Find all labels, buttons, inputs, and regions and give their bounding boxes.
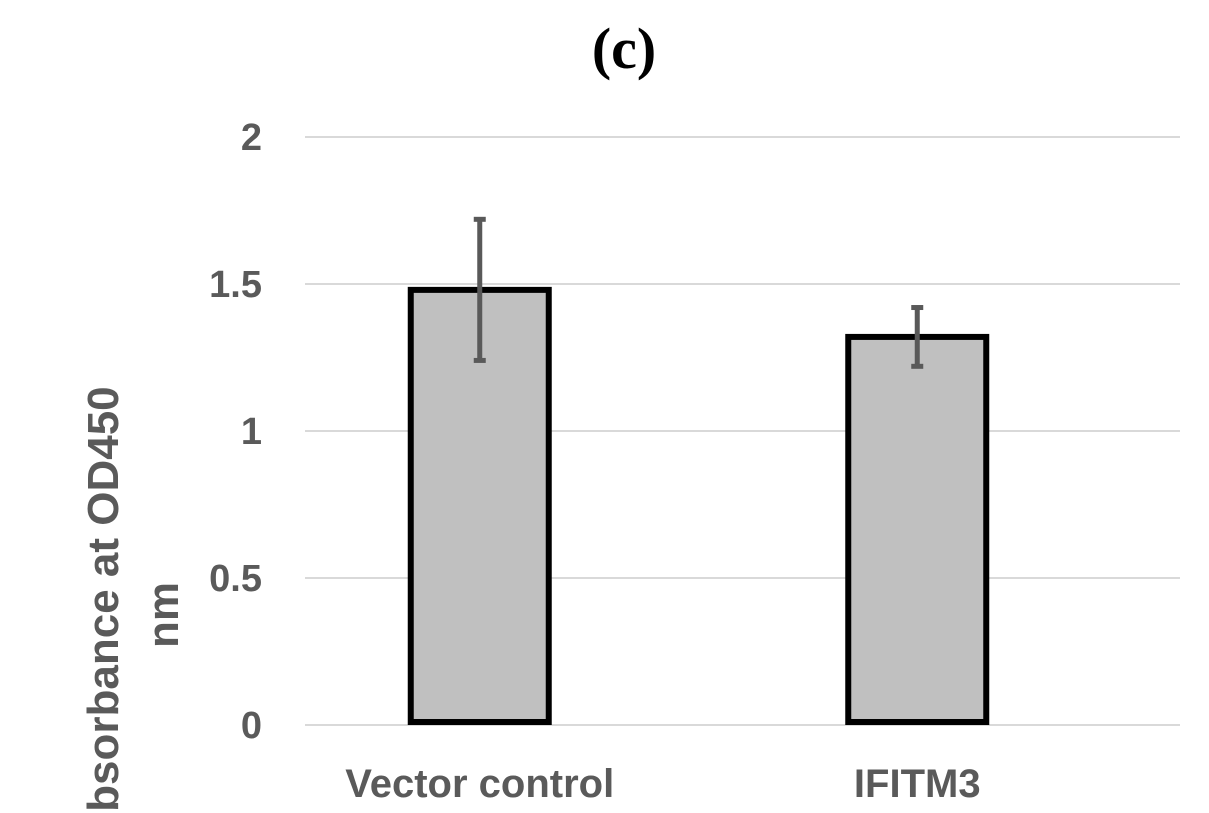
- y-axis-label: Absorbance at OD450 nm: [79, 386, 188, 813]
- y-tick-label-0: 0: [241, 705, 262, 747]
- y-tick-label-3: 1.5: [209, 264, 262, 306]
- error-bars: [473, 216, 924, 369]
- y-axis-label-line-1: Absorbance at OD450: [79, 386, 128, 813]
- y-axis-label-line-2: nm: [139, 582, 188, 648]
- y-tick-label-4: 2: [241, 117, 262, 159]
- category-label-0: Vector control: [345, 762, 614, 806]
- bar-1: [845, 333, 990, 725]
- panel-title: (c): [592, 16, 656, 81]
- category-labels: Vector control IFITM3: [345, 762, 980, 806]
- y-tick-label-1: 0.5: [209, 558, 262, 600]
- y-tick-label-2: 1: [241, 411, 262, 453]
- category-label-1: IFITM3: [854, 762, 981, 806]
- bars: [407, 286, 990, 725]
- y-tick-labels: 0 0.5 1 1.5 2: [209, 117, 262, 747]
